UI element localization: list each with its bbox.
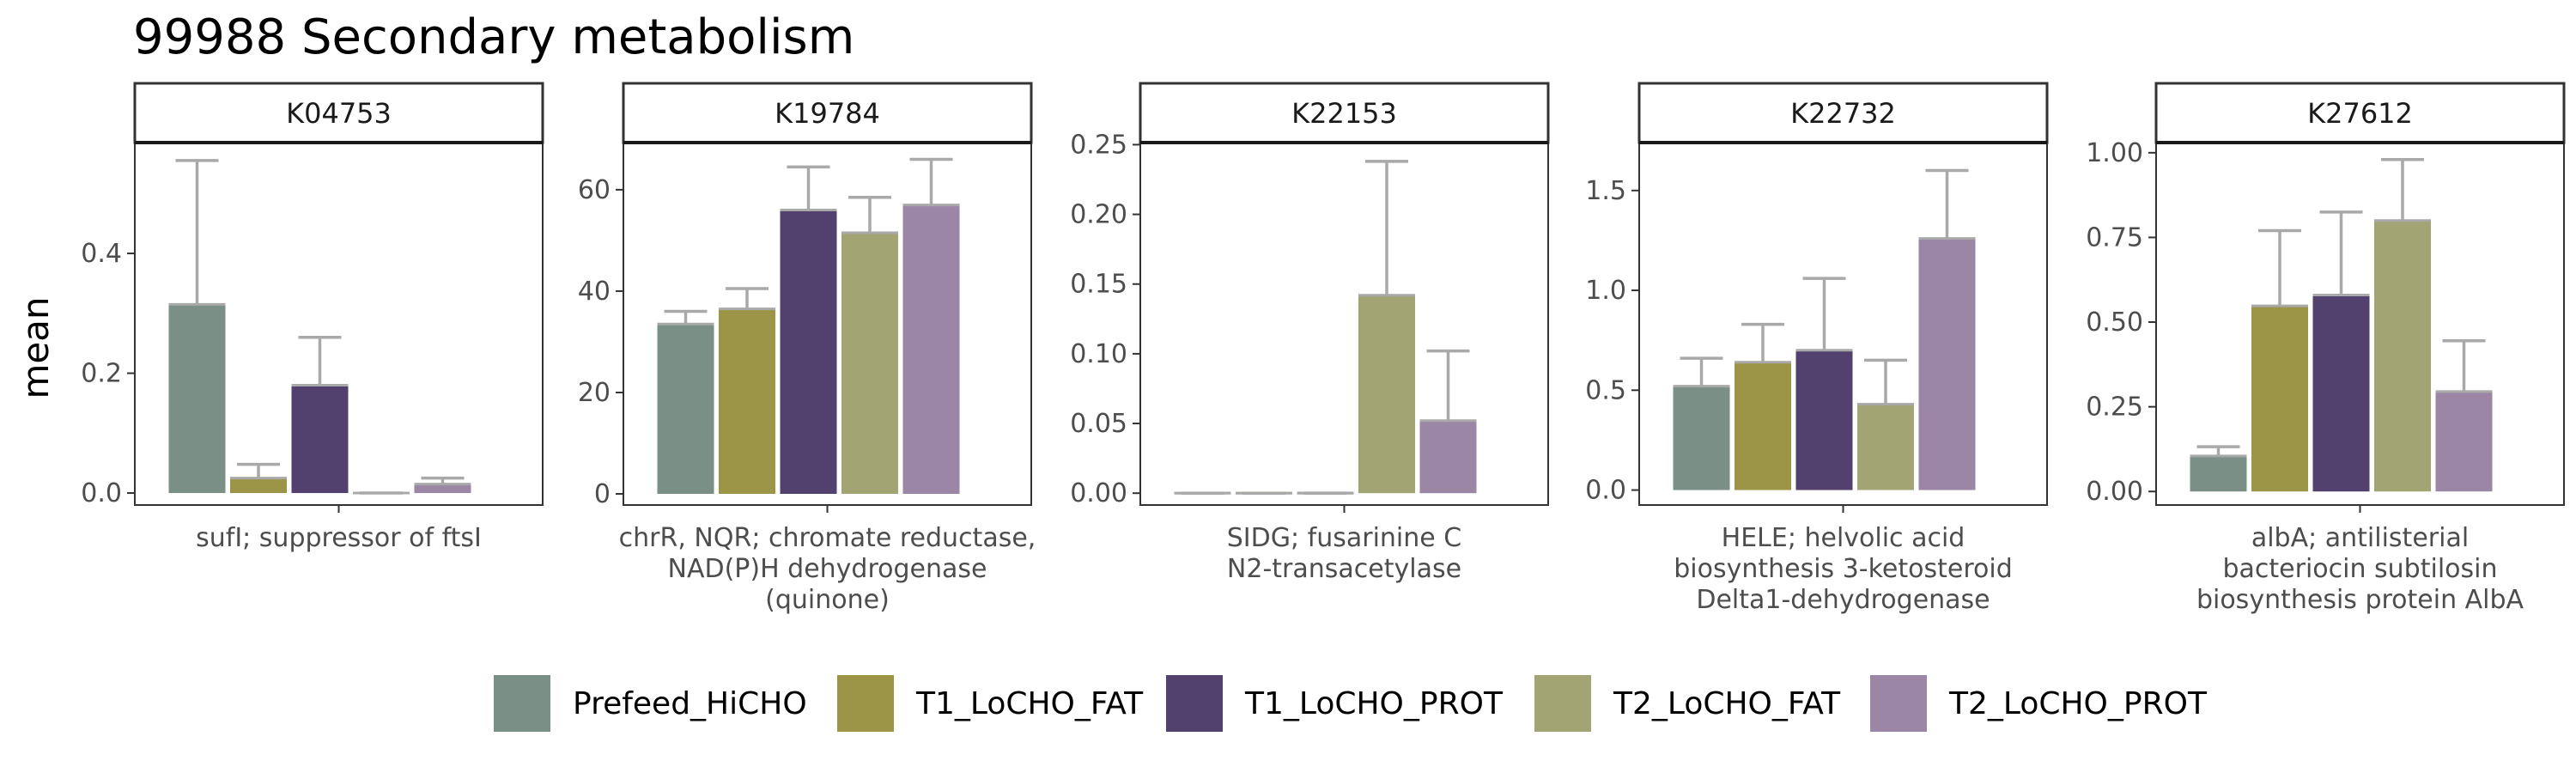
bar-T2_LoCHO_PROT xyxy=(902,204,960,495)
bar-T1_LoCHO_PROT xyxy=(291,385,349,494)
y-tick-label: 0.05 xyxy=(1070,409,1127,439)
y-tick-label: 1.00 xyxy=(2086,138,2143,168)
y-tick-label: 0.0 xyxy=(1585,476,1626,506)
x-axis-label: SIDG; fusarinine C xyxy=(1227,523,1461,553)
panel-K19784: K19784 0 20 40 60 chrR, NQR; chromate reducta… xyxy=(578,82,1036,615)
plot-panel xyxy=(1139,142,1549,506)
bar-Prefeed_HiCHO xyxy=(1673,386,1730,490)
bar-T2_LoCHO_FAT xyxy=(841,233,898,495)
y-tick-label: 1.0 xyxy=(1585,276,1626,306)
legend-label: T2_LoCHO_PROT xyxy=(1948,686,2208,721)
legend-label: T2_LoCHO_FAT xyxy=(1613,686,1841,721)
y-tick-label: 60 xyxy=(578,175,611,205)
bar-T2_LoCHO_PROT xyxy=(2435,391,2493,492)
y-tick-label: 0.10 xyxy=(1070,339,1127,369)
panel-K22732: K22732 0.0 0.5 1.0 1.5 HELE; helvolic acidbio… xyxy=(1585,82,2049,615)
y-tick-label: 0.50 xyxy=(2086,307,2143,338)
y-axis-title: mean xyxy=(15,296,57,399)
x-axis-label: biosynthesis protein AlbA xyxy=(2196,585,2524,615)
strip-label: K04753 xyxy=(286,97,392,130)
y-tick-label: 0.0 xyxy=(81,478,122,508)
y-tick-label: 40 xyxy=(578,277,611,307)
x-axis-label: albA; antilisterial xyxy=(2251,523,2469,553)
y-tick-label: 0 xyxy=(594,479,611,509)
legend-label: T1_LoCHO_PROT xyxy=(1244,686,1504,721)
strip-label: K22153 xyxy=(1291,97,1397,130)
y-tick-label: 0.00 xyxy=(2086,477,2143,507)
legend-label: T1_LoCHO_FAT xyxy=(915,686,1144,721)
bar-T1_LoCHO_PROT xyxy=(1795,350,1853,490)
legend-key xyxy=(1870,675,1927,732)
y-tick-label: 0.00 xyxy=(1070,478,1127,508)
y-tick-label: 0.20 xyxy=(1070,200,1127,230)
strip-background xyxy=(622,82,1033,144)
bar-T1_LoCHO_FAT xyxy=(2251,306,2308,492)
legend-item: T1_LoCHO_FAT xyxy=(837,675,1144,732)
strip-label: K22732 xyxy=(1790,97,1896,130)
legend-key xyxy=(1166,675,1223,732)
x-axis-label: NAD(P)H dehydrogenase xyxy=(668,554,987,584)
x-axis-label: (quinone) xyxy=(765,585,890,615)
bar-T2_LoCHO_PROT xyxy=(1918,238,1976,490)
x-axis-label: bacteriocin subtilosin xyxy=(2223,554,2498,584)
legend-key xyxy=(837,675,894,732)
strip-background xyxy=(1637,82,2049,144)
legend: Prefeed_HiCHO T1_LoCHO_FAT T1_LoCHO_PROT T2… xyxy=(494,675,2208,732)
legend-item: Prefeed_HiCHO xyxy=(494,675,807,732)
y-tick-label: 0.2 xyxy=(81,359,122,389)
legend-item: T2_LoCHO_PROT xyxy=(1870,675,2208,732)
bar-Prefeed_HiCHO xyxy=(2190,455,2247,492)
strip-background xyxy=(133,82,544,144)
x-axis-label: chrR, NQR; chromate reductase, xyxy=(619,523,1036,553)
legend-item: T2_LoCHO_FAT xyxy=(1534,675,1841,732)
panel-K04753: K04753 0.0 0.2 0.4 sufI; suppressor of ftsI xyxy=(81,82,544,553)
strip-background xyxy=(1139,82,1550,144)
bar-T1_LoCHO_FAT xyxy=(1735,362,1791,490)
bar-T2_LoCHO_PROT xyxy=(414,484,471,494)
y-tick-label: 1.5 xyxy=(1585,176,1626,206)
bar-T2_LoCHO_FAT xyxy=(1358,295,1415,494)
x-axis-label: biosynthesis 3-ketosteroid xyxy=(1674,554,2013,584)
y-tick-label: 0.4 xyxy=(81,239,122,269)
bar-Prefeed_HiCHO xyxy=(168,304,226,494)
x-axis-label: N2-transacetylase xyxy=(1227,554,1461,584)
y-tick-label: 0.5 xyxy=(1585,375,1626,405)
legend-key xyxy=(1534,675,1591,732)
strip-background xyxy=(2154,82,2566,144)
bar-T1_LoCHO_FAT xyxy=(230,478,287,494)
legend-label: Prefeed_HiCHO xyxy=(573,686,807,721)
panel-K22153: K22153 0.00 0.05 0.10 0.15 0.20 0.25 SIDG; fusa… xyxy=(1070,82,1550,584)
y-tick-label: 0.75 xyxy=(2086,222,2143,253)
bar-T1_LoCHO_PROT xyxy=(2312,295,2370,492)
bar-Prefeed_HiCHO xyxy=(657,324,714,495)
y-tick-label: 20 xyxy=(578,378,611,408)
y-tick-label: 0.25 xyxy=(2086,393,2143,423)
chart-title: 99988 Secondary metabolism xyxy=(133,9,854,65)
x-axis-label: Delta1-dehydrogenase xyxy=(1696,585,1990,615)
bar-T2_LoCHO_FAT xyxy=(2374,220,2431,492)
x-axis-label: HELE; helvolic acid xyxy=(1722,523,1965,553)
strip-label: K19784 xyxy=(775,97,880,130)
panel-K27612: K27612 0.00 0.25 0.50 0.75 1.00 albA; antilist… xyxy=(2086,82,2566,615)
bar-T2_LoCHO_FAT xyxy=(1857,404,1914,490)
y-tick-label: 0.25 xyxy=(1070,130,1127,160)
legend-key xyxy=(494,675,550,732)
bar-T2_LoCHO_PROT xyxy=(1419,420,1477,494)
y-tick-label: 0.15 xyxy=(1070,270,1127,300)
bar-T1_LoCHO_FAT xyxy=(719,308,775,495)
bar-T1_LoCHO_PROT xyxy=(780,210,837,495)
legend-item: T1_LoCHO_PROT xyxy=(1166,675,1504,732)
x-axis-label: sufI; suppressor of ftsI xyxy=(196,523,482,553)
strip-label: K27612 xyxy=(2307,97,2413,130)
